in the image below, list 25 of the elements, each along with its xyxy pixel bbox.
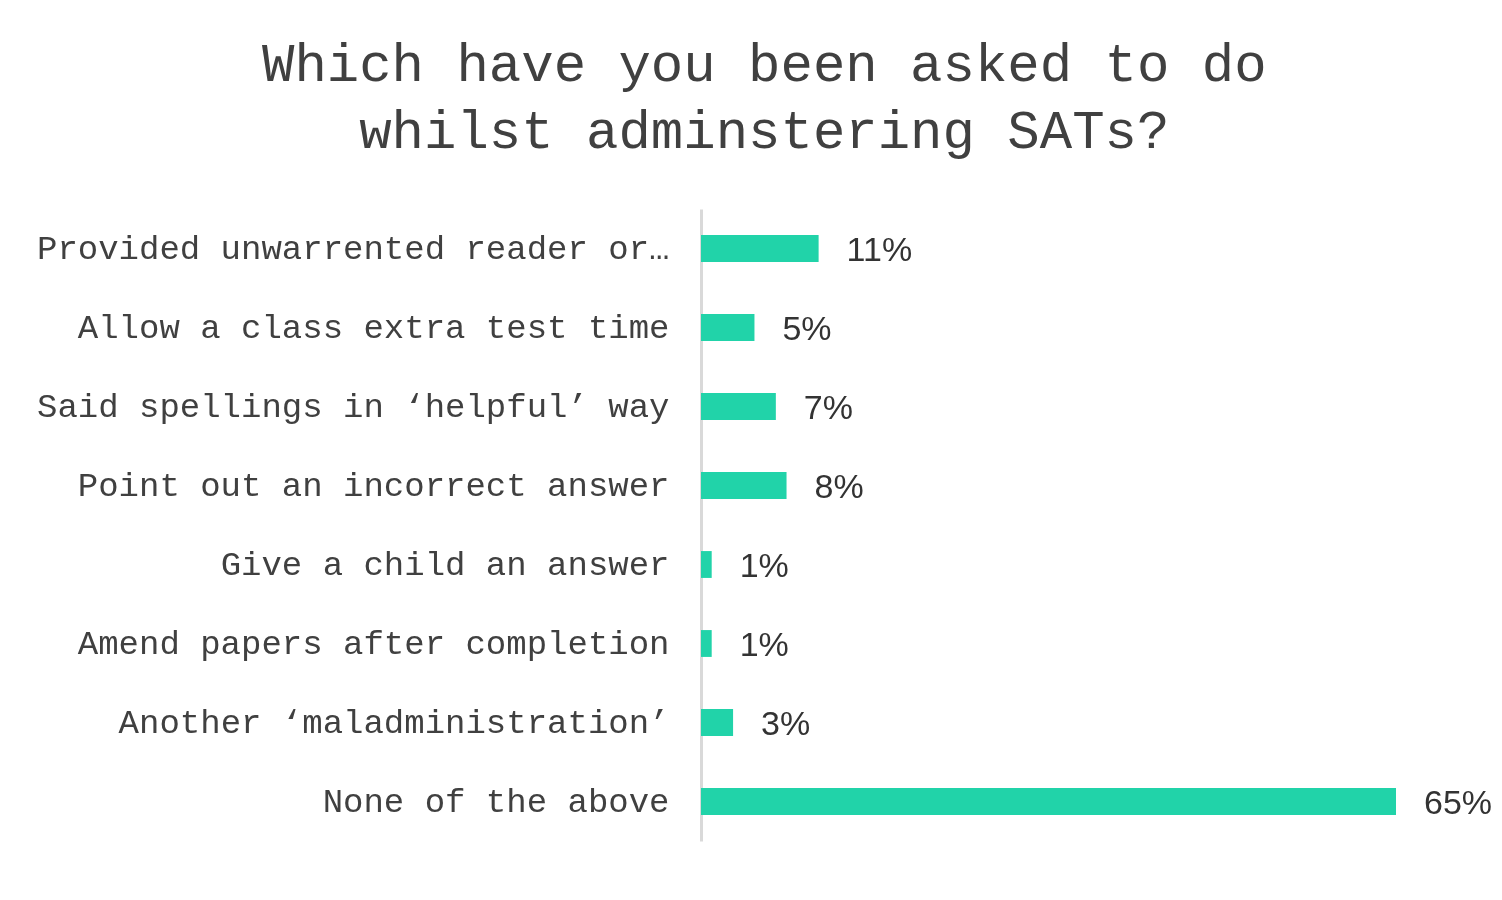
y-tick-label: Amend papers after completion — [77, 625, 670, 664]
data-label: 7% — [803, 387, 853, 426]
data-label: 11% — [846, 229, 913, 268]
data-label: 1% — [739, 624, 789, 663]
y-tick-label: Another ‘maladministration’ — [118, 704, 670, 743]
data-label: 3% — [761, 703, 811, 742]
bar — [701, 393, 776, 420]
y-tick-label: Said spellings in ‘helpful’ way — [36, 388, 670, 427]
data-label: 1% — [739, 545, 789, 584]
bar — [701, 235, 819, 262]
bar — [701, 630, 712, 657]
data-label: 65% — [1424, 782, 1493, 821]
bar — [701, 314, 755, 341]
y-tick-label: Allow a class extra test time — [77, 309, 670, 348]
y-tick-label: Provided unwarrented reader or… — [36, 230, 670, 269]
y-tick-label: None of the above — [322, 783, 670, 822]
data-label: 8% — [814, 466, 864, 505]
bar — [701, 709, 734, 736]
bar — [701, 788, 1396, 815]
y-tick-label: Give a child an answer — [220, 546, 670, 585]
chart-title: Which have you been asked to do whilst adminstering SATs? — [261, 36, 1267, 164]
data-label: 5% — [782, 308, 832, 347]
bar — [701, 551, 712, 578]
y-tick-label: Point out an incorrect answer — [77, 467, 670, 506]
bar — [701, 472, 787, 499]
